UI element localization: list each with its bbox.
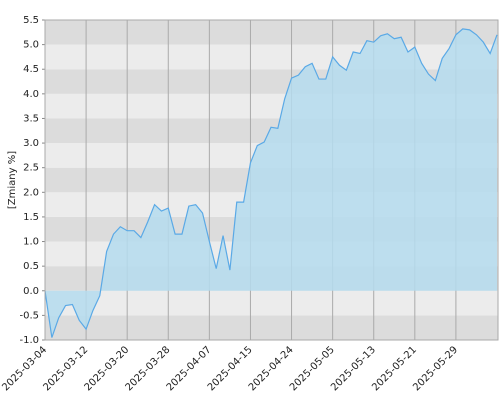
y-axis-label: [Zmiany %] <box>7 151 18 209</box>
y-tick-label: 4.0 <box>23 89 39 100</box>
y-tick-label: 3.5 <box>23 113 39 124</box>
band <box>45 290 498 316</box>
band <box>45 44 498 70</box>
y-tick-label: 2.5 <box>23 163 39 174</box>
y-tick-label: 4.5 <box>23 64 39 75</box>
y-tick-label: -0.5 <box>19 310 39 321</box>
line <box>44 28 498 338</box>
plot-border <box>44 19 499 341</box>
y-tick-label: 2.0 <box>23 187 39 198</box>
area <box>45 28 497 338</box>
y-tick-label: 1.0 <box>23 237 39 248</box>
y-tick-label: 3.0 <box>23 138 39 149</box>
y-tick-label: -1.0 <box>19 335 39 346</box>
y-tick-label: 5.5 <box>23 15 39 26</box>
y-tick-label: 0.0 <box>23 286 39 297</box>
y-tick-label: 1.5 <box>23 212 39 223</box>
band <box>45 20 498 45</box>
band <box>45 315 498 340</box>
y-tick-label: 5.0 <box>23 40 39 51</box>
y-tick-label: 0.5 <box>23 261 39 272</box>
